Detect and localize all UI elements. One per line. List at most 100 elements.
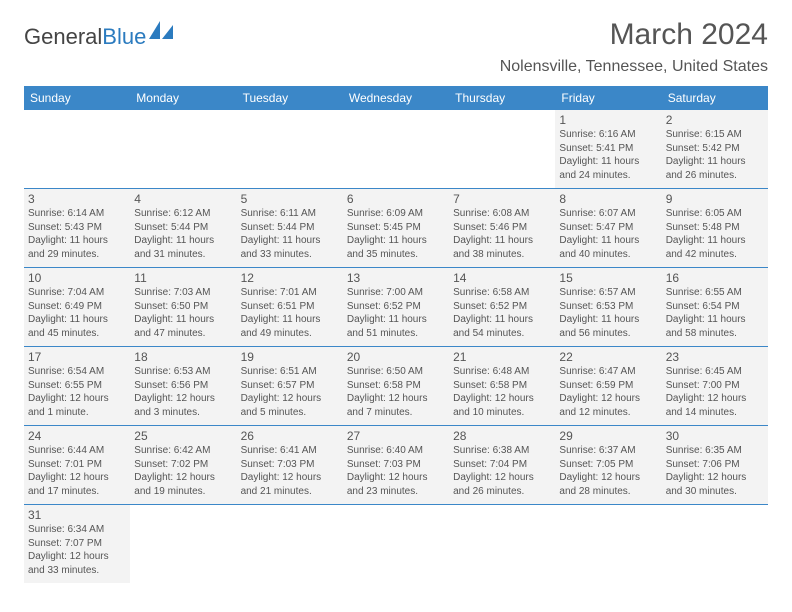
logo-sail-icon [149,21,175,47]
day-info: Sunrise: 7:04 AMSunset: 6:49 PMDaylight:… [28,286,126,340]
day-number: 3 [28,192,126,206]
day-number: 6 [347,192,445,206]
calendar-cell: 18Sunrise: 6:53 AMSunset: 6:56 PMDayligh… [130,347,236,426]
day-info: Sunrise: 6:35 AMSunset: 7:06 PMDaylight:… [666,444,764,498]
calendar-cell: 23Sunrise: 6:45 AMSunset: 7:00 PMDayligh… [662,347,768,426]
day-number: 12 [241,271,339,285]
calendar-cell [449,110,555,189]
location: Nolensville, Tennessee, United States [500,58,768,76]
day-number: 4 [134,192,232,206]
day-info: Sunrise: 6:58 AMSunset: 6:52 PMDaylight:… [453,286,551,340]
calendar-cell: 28Sunrise: 6:38 AMSunset: 7:04 PMDayligh… [449,426,555,505]
calendar-cell: 22Sunrise: 6:47 AMSunset: 6:59 PMDayligh… [555,347,661,426]
day-number: 11 [134,271,232,285]
day-number: 16 [666,271,764,285]
day-header: Tuesday [237,86,343,110]
day-number: 22 [559,350,657,364]
day-info: Sunrise: 6:07 AMSunset: 5:47 PMDaylight:… [559,207,657,261]
calendar-cell: 21Sunrise: 6:48 AMSunset: 6:58 PMDayligh… [449,347,555,426]
calendar-cell: 2Sunrise: 6:15 AMSunset: 5:42 PMDaylight… [662,110,768,189]
calendar-cell [130,505,236,584]
title-block: March 2024 Nolensville, Tennessee, Unite… [500,18,768,76]
calendar-cell: 8Sunrise: 6:07 AMSunset: 5:47 PMDaylight… [555,189,661,268]
calendar-cell: 25Sunrise: 6:42 AMSunset: 7:02 PMDayligh… [130,426,236,505]
day-info: Sunrise: 6:15 AMSunset: 5:42 PMDaylight:… [666,128,764,182]
day-info: Sunrise: 6:09 AMSunset: 5:45 PMDaylight:… [347,207,445,261]
calendar-table: SundayMondayTuesdayWednesdayThursdayFrid… [24,86,768,583]
calendar-cell: 30Sunrise: 6:35 AMSunset: 7:06 PMDayligh… [662,426,768,505]
day-info: Sunrise: 6:45 AMSunset: 7:00 PMDaylight:… [666,365,764,419]
calendar-cell [130,110,236,189]
day-number: 7 [453,192,551,206]
calendar-cell: 4Sunrise: 6:12 AMSunset: 5:44 PMDaylight… [130,189,236,268]
calendar-cell: 19Sunrise: 6:51 AMSunset: 6:57 PMDayligh… [237,347,343,426]
calendar-cell: 14Sunrise: 6:58 AMSunset: 6:52 PMDayligh… [449,268,555,347]
day-number: 18 [134,350,232,364]
brand-logo: GeneralBlue [24,24,175,50]
day-info: Sunrise: 6:54 AMSunset: 6:55 PMDaylight:… [28,365,126,419]
day-number: 17 [28,350,126,364]
day-number: 19 [241,350,339,364]
day-number: 9 [666,192,764,206]
calendar-cell: 29Sunrise: 6:37 AMSunset: 7:05 PMDayligh… [555,426,661,505]
day-info: Sunrise: 6:11 AMSunset: 5:44 PMDaylight:… [241,207,339,261]
day-info: Sunrise: 6:40 AMSunset: 7:03 PMDaylight:… [347,444,445,498]
day-info: Sunrise: 6:51 AMSunset: 6:57 PMDaylight:… [241,365,339,419]
calendar-cell: 3Sunrise: 6:14 AMSunset: 5:43 PMDaylight… [24,189,130,268]
day-info: Sunrise: 6:12 AMSunset: 5:44 PMDaylight:… [134,207,232,261]
header: GeneralBlue March 2024 Nolensville, Tenn… [24,18,768,76]
calendar-cell [343,110,449,189]
day-number: 2 [666,113,764,127]
calendar-body: 1Sunrise: 6:16 AMSunset: 5:41 PMDaylight… [24,110,768,583]
calendar-cell [555,505,661,584]
day-info: Sunrise: 7:00 AMSunset: 6:52 PMDaylight:… [347,286,445,340]
calendar-cell: 12Sunrise: 7:01 AMSunset: 6:51 PMDayligh… [237,268,343,347]
day-header: Wednesday [343,86,449,110]
calendar-cell [343,505,449,584]
day-info: Sunrise: 6:37 AMSunset: 7:05 PMDaylight:… [559,444,657,498]
brand-part2: Blue [102,24,146,50]
day-number: 29 [559,429,657,443]
month-title: March 2024 [500,18,768,52]
calendar-head: SundayMondayTuesdayWednesdayThursdayFrid… [24,86,768,110]
day-info: Sunrise: 6:48 AMSunset: 6:58 PMDaylight:… [453,365,551,419]
calendar-cell: 5Sunrise: 6:11 AMSunset: 5:44 PMDaylight… [237,189,343,268]
day-number: 14 [453,271,551,285]
calendar-cell: 10Sunrise: 7:04 AMSunset: 6:49 PMDayligh… [24,268,130,347]
day-number: 27 [347,429,445,443]
day-info: Sunrise: 6:14 AMSunset: 5:43 PMDaylight:… [28,207,126,261]
calendar-cell: 20Sunrise: 6:50 AMSunset: 6:58 PMDayligh… [343,347,449,426]
day-info: Sunrise: 6:44 AMSunset: 7:01 PMDaylight:… [28,444,126,498]
calendar-cell [449,505,555,584]
day-number: 31 [28,508,126,522]
day-info: Sunrise: 6:57 AMSunset: 6:53 PMDaylight:… [559,286,657,340]
calendar-cell: 31Sunrise: 6:34 AMSunset: 7:07 PMDayligh… [24,505,130,584]
day-info: Sunrise: 6:41 AMSunset: 7:03 PMDaylight:… [241,444,339,498]
calendar-cell [237,110,343,189]
day-info: Sunrise: 7:03 AMSunset: 6:50 PMDaylight:… [134,286,232,340]
calendar-cell: 24Sunrise: 6:44 AMSunset: 7:01 PMDayligh… [24,426,130,505]
day-number: 8 [559,192,657,206]
day-number: 28 [453,429,551,443]
day-number: 1 [559,113,657,127]
day-number: 25 [134,429,232,443]
calendar-cell: 26Sunrise: 6:41 AMSunset: 7:03 PMDayligh… [237,426,343,505]
day-header: Sunday [24,86,130,110]
calendar-cell: 7Sunrise: 6:08 AMSunset: 5:46 PMDaylight… [449,189,555,268]
day-number: 5 [241,192,339,206]
calendar-cell [662,505,768,584]
day-info: Sunrise: 6:08 AMSunset: 5:46 PMDaylight:… [453,207,551,261]
day-header: Thursday [449,86,555,110]
day-number: 30 [666,429,764,443]
calendar-cell: 11Sunrise: 7:03 AMSunset: 6:50 PMDayligh… [130,268,236,347]
brand-part1: General [24,24,102,50]
calendar-cell: 6Sunrise: 6:09 AMSunset: 5:45 PMDaylight… [343,189,449,268]
day-info: Sunrise: 6:38 AMSunset: 7:04 PMDaylight:… [453,444,551,498]
day-number: 13 [347,271,445,285]
calendar-cell: 17Sunrise: 6:54 AMSunset: 6:55 PMDayligh… [24,347,130,426]
day-info: Sunrise: 6:42 AMSunset: 7:02 PMDaylight:… [134,444,232,498]
calendar-cell: 1Sunrise: 6:16 AMSunset: 5:41 PMDaylight… [555,110,661,189]
day-number: 26 [241,429,339,443]
day-info: Sunrise: 7:01 AMSunset: 6:51 PMDaylight:… [241,286,339,340]
calendar-cell: 27Sunrise: 6:40 AMSunset: 7:03 PMDayligh… [343,426,449,505]
